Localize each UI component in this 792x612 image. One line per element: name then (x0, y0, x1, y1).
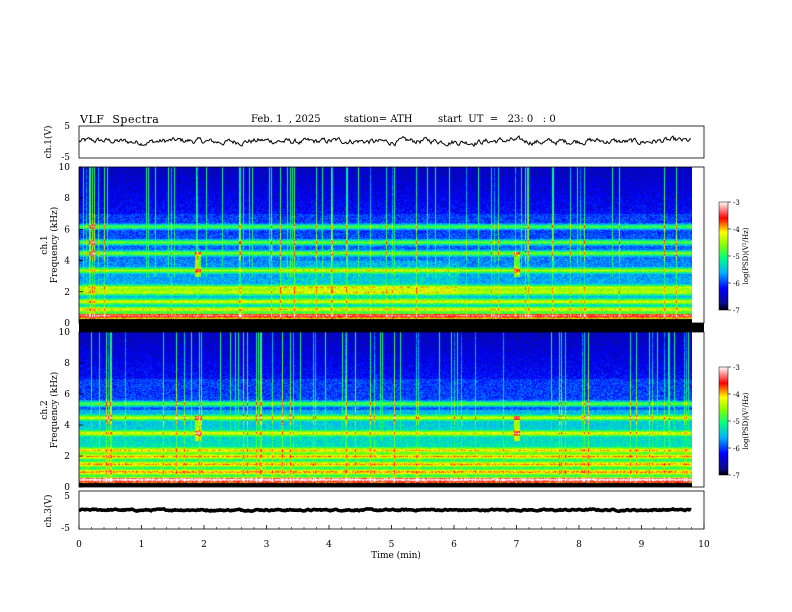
colorbar-tick-label: -4 (733, 391, 740, 399)
x-tick-label: 1 (139, 540, 145, 550)
date-label: Feb. 1 , 2025 (251, 114, 321, 125)
x-tick-label: 7 (514, 540, 520, 550)
ch1-freq-ylabel: Frequency (kHz) (49, 207, 60, 284)
freq-tick-label: 6 (64, 225, 70, 235)
time-axis-label: Time (min) (371, 550, 421, 561)
ch1-amplitude-panel: 5 -5 ch.1(V) (43, 122, 705, 163)
freq-tick-label: 0 (64, 319, 70, 329)
figure-title: VLF Spectra (80, 113, 160, 126)
ch2-freq-ticks: 0 2 4 6 8 10 (59, 328, 83, 493)
x-tick-label: 2 (201, 540, 207, 550)
colorbar-tick-label: -7 (733, 307, 740, 315)
ch3-amplitude-ylabel: ch.3(V) (43, 495, 54, 528)
x-tick-label: 5 (389, 540, 395, 550)
ch1-colorbar-ticks: -3 -4 -5 -6 -7 (728, 199, 740, 315)
x-tick-label: 8 (576, 540, 582, 550)
ch1-ytick-top: 5 (64, 122, 70, 132)
x-tick-label: 0 (76, 540, 82, 550)
ch3-ytick-top: 5 (64, 492, 70, 502)
freq-tick-label: 2 (64, 452, 70, 462)
x-tick-label: 9 (639, 540, 645, 550)
station-label: station= ATH (344, 114, 413, 125)
ch3-amplitude-panel: 5 -5 ch.3(V) (43, 490, 705, 534)
colorbar-tick-label: -3 (733, 364, 740, 372)
colorbar-tick-label: -3 (733, 199, 740, 207)
freq-tick-label: 4 (64, 421, 70, 431)
ch1-colorbar-gradient (718, 201, 729, 311)
colorbar-tick-label: -5 (733, 418, 740, 426)
x-tick-label: 6 (451, 540, 457, 550)
ch2-channel-label: ch.2 (40, 400, 50, 419)
colorbar-tick-label: -4 (733, 226, 740, 234)
ch2-colorbar: -3 -4 -5 -6 -7 log(PSD)(V²/Hz) (718, 364, 750, 480)
ch1-spectrogram-image (79, 167, 692, 323)
ch1-spectrogram-panel: 0 2 4 6 8 10 Frequency (kHz) ch.1 (40, 163, 705, 329)
ch1-ytick-bottom: -5 (61, 153, 70, 163)
colorbar-tick-label: -7 (733, 472, 740, 480)
colorbar-tick-label: -6 (733, 280, 740, 288)
freq-tick-label: 6 (64, 390, 70, 400)
time-axis: 0 1 2 3 4 5 6 7 8 9 10 (76, 525, 710, 550)
freq-tick-label: 8 (64, 194, 70, 204)
ch3-ytick-bottom: -5 (61, 524, 70, 534)
freq-tick-label: 4 (64, 257, 70, 267)
colorbar-tick-label: -6 (733, 445, 740, 453)
ch1-trace (78, 135, 692, 148)
ch1-channel-label: ch.1 (40, 235, 50, 254)
x-tick-label: 3 (264, 540, 270, 550)
ch2-spectrogram-image (79, 332, 692, 487)
x-tick-label: 10 (698, 540, 710, 550)
colorbar-tick-label: -5 (733, 253, 740, 261)
start-time-label: start UT = 23: 0 : 0 (438, 114, 556, 125)
x-tick-label: 4 (326, 540, 332, 550)
ch2-spectrogram-panel: 0 2 4 6 8 10 Frequency (kHz) ch.2 (40, 328, 705, 493)
freq-tick-label: 10 (59, 163, 71, 173)
ch2-freq-ylabel: Frequency (kHz) (49, 372, 60, 449)
ch3-trace (78, 507, 692, 514)
ch1-amplitude-ylabel: ch.1(V) (43, 126, 54, 159)
ch2-colorbar-gradient (718, 366, 729, 476)
freq-tick-label: 10 (59, 328, 71, 338)
freq-tick-label: 0 (64, 483, 70, 493)
channel-separator (79, 323, 704, 332)
ch1-colorbar-label: log(PSD)(V²/Hz) (742, 227, 750, 284)
ch2-colorbar-label: log(PSD)(V²/Hz) (742, 392, 750, 449)
ch1-colorbar: -3 -4 -5 -6 -7 log(PSD)(V²/Hz) (718, 199, 750, 315)
freq-tick-label: 2 (64, 288, 70, 298)
ch2-colorbar-ticks: -3 -4 -5 -6 -7 (728, 364, 740, 480)
ch1-amplitude-frame (78, 125, 705, 159)
freq-tick-label: 8 (64, 359, 70, 369)
ch2-spectrogram-frame (78, 331, 705, 488)
